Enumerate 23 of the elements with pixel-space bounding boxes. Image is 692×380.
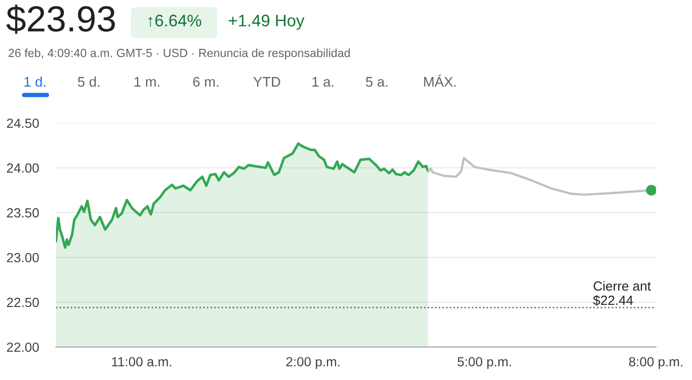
x-tick-label: 5:00 p.m. — [458, 357, 511, 370]
y-tick-label: 24.50 — [6, 118, 39, 128]
text: 1 m. — [134, 77, 160, 87]
x-tick-label: 2:00 p.m. — [286, 357, 340, 370]
x-tick-label: 11:00 a.m. — [112, 357, 172, 366]
y-tick-label: 23.00 — [6, 252, 39, 262]
text: 1 d. — [24, 76, 46, 87]
text: 1 a. — [312, 77, 334, 87]
text: 5 d. — [78, 76, 100, 87]
y-tick-label: 22.00 — [6, 342, 39, 352]
x-tick-label: 8:00 p.m. — [629, 357, 682, 370]
y-tick-label: 23.50 — [6, 208, 39, 218]
text: YTD — [253, 77, 280, 87]
text: MÁX. — [424, 74, 456, 87]
text: 6 m. — [193, 76, 218, 87]
text: +1.49 Hoy — [228, 14, 304, 30]
chart-subtitle: 26 feb, 4:09:40 a.m. GMT-5 · USD · Renuncia de responsabilidad — [8, 48, 350, 60]
y-tick-label: 22.50 — [6, 298, 39, 308]
y-tick-label: 24.00 — [6, 163, 39, 173]
chart-title: $23.93 — [6, 4, 115, 34]
text: ↑6.64% — [148, 14, 202, 27]
text: 5 a. — [366, 77, 388, 87]
ref-line-label: Cierre ant $22.44 — [593, 281, 651, 306]
